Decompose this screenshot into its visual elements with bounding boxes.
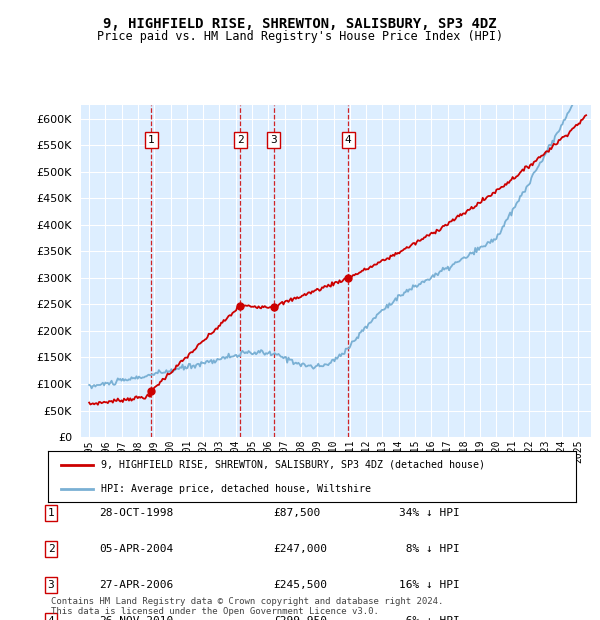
Text: £247,000: £247,000 (273, 544, 327, 554)
Text: 6% ↓ HPI: 6% ↓ HPI (399, 616, 460, 620)
Text: £245,500: £245,500 (273, 580, 327, 590)
Text: 2: 2 (236, 135, 244, 145)
Text: 26-NOV-2010: 26-NOV-2010 (99, 616, 173, 620)
Text: 27-APR-2006: 27-APR-2006 (99, 580, 173, 590)
Text: 3: 3 (47, 580, 55, 590)
Text: HPI: Average price, detached house, Wiltshire: HPI: Average price, detached house, Wilt… (101, 484, 371, 494)
Text: 16% ↓ HPI: 16% ↓ HPI (399, 580, 460, 590)
Text: 28-OCT-1998: 28-OCT-1998 (99, 508, 173, 518)
Text: Contains HM Land Registry data © Crown copyright and database right 2024.: Contains HM Land Registry data © Crown c… (51, 597, 443, 606)
Text: 8% ↓ HPI: 8% ↓ HPI (399, 544, 460, 554)
Text: £87,500: £87,500 (273, 508, 320, 518)
Text: 4: 4 (345, 135, 352, 145)
Text: 1: 1 (47, 508, 55, 518)
Text: 05-APR-2004: 05-APR-2004 (99, 544, 173, 554)
Text: 3: 3 (270, 135, 277, 145)
Text: This data is licensed under the Open Government Licence v3.0.: This data is licensed under the Open Gov… (51, 607, 379, 616)
Text: 1: 1 (148, 135, 155, 145)
Text: £299,950: £299,950 (273, 616, 327, 620)
Text: 34% ↓ HPI: 34% ↓ HPI (399, 508, 460, 518)
Text: 9, HIGHFIELD RISE, SHREWTON, SALISBURY, SP3 4DZ (detached house): 9, HIGHFIELD RISE, SHREWTON, SALISBURY, … (101, 459, 485, 469)
Text: Price paid vs. HM Land Registry's House Price Index (HPI): Price paid vs. HM Land Registry's House … (97, 30, 503, 43)
Text: 4: 4 (47, 616, 55, 620)
Text: 2: 2 (47, 544, 55, 554)
Text: 9, HIGHFIELD RISE, SHREWTON, SALISBURY, SP3 4DZ: 9, HIGHFIELD RISE, SHREWTON, SALISBURY, … (103, 17, 497, 32)
